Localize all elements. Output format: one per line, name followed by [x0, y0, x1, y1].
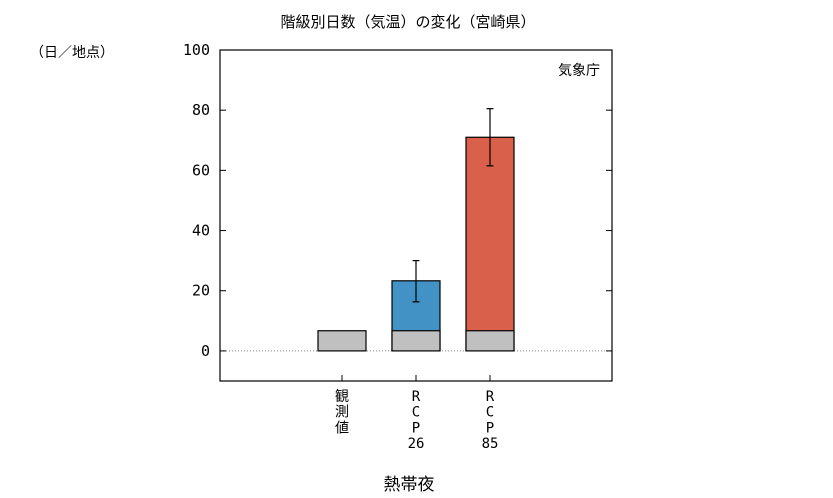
x-group-label: 熱帯夜	[384, 475, 435, 495]
x-tick-label-rcp85: 85	[482, 436, 499, 452]
bar-rcp26-present	[391, 330, 441, 352]
y-tick-label: 80	[192, 101, 210, 119]
x-tick-label-rcp26: 26	[408, 436, 425, 452]
y-tick-label: 20	[192, 282, 210, 300]
credit-label: 気象庁	[558, 63, 600, 79]
x-tick-label-obs: 測	[335, 405, 349, 421]
y-tick-label: 60	[192, 161, 210, 179]
x-tick-label-rcp85: P	[486, 420, 494, 436]
bar-rcp85-future	[465, 136, 515, 352]
x-tick-label-obs: 観	[335, 388, 349, 405]
y-tick-label: 40	[192, 222, 210, 240]
x-tick-label-obs: 値	[335, 420, 349, 436]
y-tick-label: 0	[201, 342, 210, 360]
y-tick-label: 100	[183, 41, 210, 59]
x-tick-label-rcp26: R	[412, 389, 421, 405]
x-tick-label-rcp26: P	[412, 420, 420, 436]
x-tick-label-rcp85: R	[486, 389, 495, 405]
x-tick-label-rcp85: C	[486, 405, 494, 421]
x-tick-label-rcp26: C	[412, 405, 420, 421]
y-unit-label: （日／地点）	[30, 45, 114, 61]
chart-title: 階級別日数（気温）の変化（宮崎県）	[280, 13, 535, 31]
bar-rcp85-present	[465, 330, 515, 352]
plot-frame	[219, 49, 613, 382]
bar-obs-present	[317, 330, 367, 352]
